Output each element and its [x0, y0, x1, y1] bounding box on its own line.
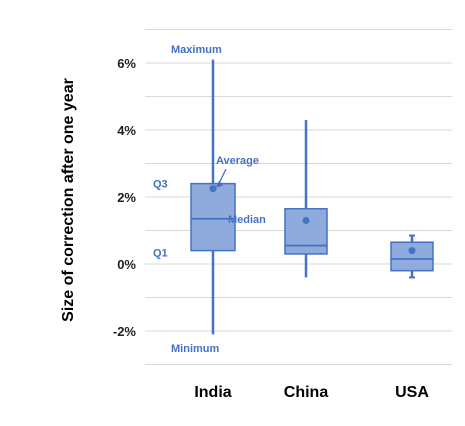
iqr-box: [284, 207, 328, 255]
annotations: Maximum Minimum Q3 Q1 Median Average: [153, 44, 266, 355]
category-label: China: [284, 384, 329, 401]
y-tick-label: 4%: [117, 123, 136, 138]
mean-marker: [408, 247, 416, 255]
annotation-minimum: Minimum: [171, 343, 219, 355]
average-arrowhead: [216, 180, 223, 188]
boxes: [190, 59, 434, 335]
category-label: USA: [395, 384, 429, 401]
y-tick-label: 2%: [117, 190, 136, 205]
y-tick-label: 6%: [117, 56, 136, 71]
iqr-box: [390, 241, 434, 272]
annotation-q1: Q1: [153, 248, 168, 260]
mean-marker: [209, 185, 217, 193]
y-tick-label: 0%: [117, 257, 136, 272]
annotation-maximum: Maximum: [171, 44, 222, 56]
annotation-average: Average: [216, 155, 259, 167]
y-tick-label: -2%: [113, 324, 137, 339]
y-axis-label: Size of correction after one year: [60, 78, 77, 322]
box-usa: [390, 234, 434, 279]
annotation-q3: Q3: [153, 179, 168, 191]
category-label: India: [194, 384, 231, 401]
x-axis-categories: India China USA: [194, 384, 429, 401]
mean-marker: [302, 216, 310, 224]
box-india: [190, 59, 236, 335]
y-axis-ticks: 6% 4% 2% 0% -2%: [113, 56, 137, 339]
iqr-box: [190, 182, 236, 252]
box-china: [284, 119, 328, 278]
annotation-median: Median: [228, 214, 266, 226]
